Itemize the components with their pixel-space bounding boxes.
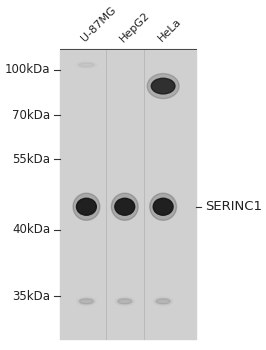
Text: 40kDa: 40kDa — [12, 223, 50, 236]
Ellipse shape — [79, 299, 94, 304]
Ellipse shape — [78, 63, 94, 67]
Ellipse shape — [111, 193, 138, 220]
Text: HeLa: HeLa — [156, 16, 183, 44]
Text: 70kDa: 70kDa — [12, 109, 50, 122]
Ellipse shape — [73, 193, 100, 220]
Ellipse shape — [150, 193, 177, 220]
Ellipse shape — [118, 299, 132, 304]
Ellipse shape — [151, 78, 175, 94]
Ellipse shape — [153, 198, 173, 215]
Ellipse shape — [77, 198, 96, 215]
Text: 100kDa: 100kDa — [5, 63, 50, 76]
Ellipse shape — [115, 198, 135, 215]
Text: 35kDa: 35kDa — [12, 290, 50, 303]
Ellipse shape — [156, 299, 170, 304]
Text: SERINC1: SERINC1 — [205, 200, 262, 213]
Ellipse shape — [147, 74, 179, 99]
Text: 55kDa: 55kDa — [12, 153, 50, 166]
Bar — [60, 49, 196, 339]
Text: HepG2: HepG2 — [118, 10, 152, 44]
Text: U-87MG: U-87MG — [79, 5, 118, 44]
